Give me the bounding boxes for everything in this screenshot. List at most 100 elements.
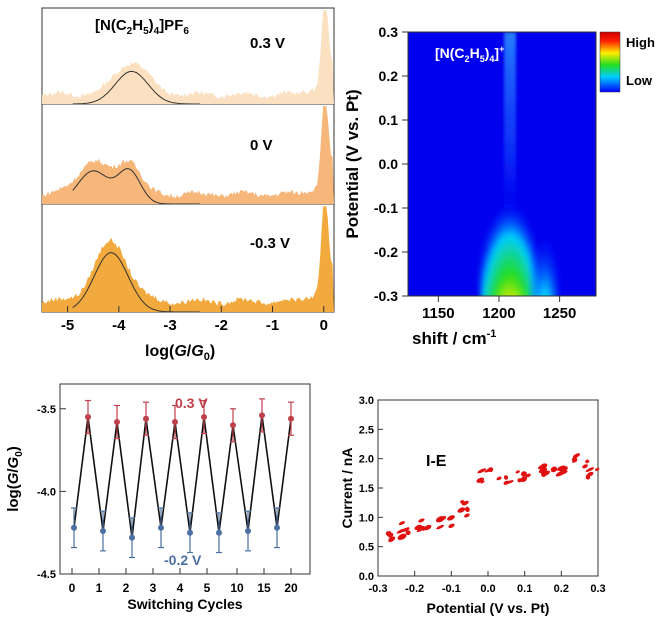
scatter-point	[503, 475, 509, 480]
scatter-point	[397, 533, 407, 540]
gaussian-fit-line	[72, 70, 200, 105]
x-axis-label: log(G/G0)	[145, 343, 215, 363]
switching-panel: -3.5 -4.0 -4.5 0 1 2 3 4 5 10 15 20 0.3 V -0.2 V lo…	[5, 383, 311, 612]
data-point	[274, 524, 280, 531]
x-tick-label: 2	[123, 581, 130, 595]
x-tick-label: 1150	[422, 305, 455, 322]
switching-frame	[59, 383, 311, 575]
histogram-frame	[41, 7, 335, 313]
y-tick-label: 1.0	[359, 512, 374, 524]
data-point	[288, 415, 294, 422]
scatter-point	[541, 470, 551, 477]
heatmap-x-axis-label: shift / cm-1	[412, 328, 496, 348]
x-tick-label: 0.2	[554, 583, 569, 595]
scatter-point	[520, 476, 528, 483]
y-tick-label: 1.5	[359, 483, 374, 495]
data-point	[245, 528, 251, 535]
switching-ticks: -3.5 -4.0 -4.5 0 1 2 3 4 5 10 15 20	[37, 404, 298, 595]
scatter-point	[465, 506, 470, 513]
x-axis-ticks: -5 -4 -3 -2 -1 0	[61, 306, 328, 334]
data-point	[158, 524, 164, 531]
histogram-areas	[42, 9, 334, 313]
y-tick-label: 2.5	[359, 424, 374, 436]
y-tick-label: 0.0	[379, 156, 399, 172]
panel-label-neg0.3V: -0.3 V	[250, 235, 290, 252]
data-point	[114, 419, 120, 425]
ie-frame	[377, 399, 599, 577]
data-point	[129, 534, 135, 541]
x-tick-label: 15	[257, 581, 271, 595]
scatter-point	[560, 470, 568, 475]
scatter-point	[585, 459, 590, 464]
colorbar	[599, 31, 621, 93]
scatter-point	[480, 480, 485, 484]
data-point	[100, 528, 106, 535]
scatter-point	[423, 524, 432, 531]
x-tick-label: 4	[177, 581, 184, 595]
gaussian-fit-line	[72, 252, 200, 313]
switching-line	[73, 415, 292, 538]
scatter-point	[464, 513, 470, 518]
scatter-point	[586, 472, 593, 477]
y-tick-label: 0.3	[379, 24, 399, 40]
data-point	[259, 412, 265, 419]
scatter-point	[405, 530, 411, 536]
x-tick-label: 1200	[482, 305, 515, 322]
ie-points	[385, 453, 600, 543]
data-point	[172, 419, 178, 425]
switching-points	[71, 398, 294, 559]
x-tick-label: 1250	[543, 305, 576, 322]
scatter-point	[505, 480, 512, 485]
annotation-0.3V: 0.3 V	[175, 395, 208, 411]
data-point	[85, 414, 91, 421]
scatter-point	[414, 524, 422, 531]
annotation-neg0.2V: -0.2 V	[164, 552, 202, 568]
x-tick-label: -3	[163, 317, 176, 334]
scatter-point	[496, 476, 502, 481]
ie-ticks: 0.0 0.5 1.0 1.5 2.0 2.5 3.0 -0.3 -0.2 -0.1 0.0 0.1 0…	[359, 395, 606, 595]
compound-label: [N(C2H5)4]PF6	[95, 17, 189, 37]
scatter-point	[515, 470, 520, 474]
scatter-point	[585, 467, 595, 472]
y-tick-label: -3.5	[37, 404, 56, 416]
scatter-point	[595, 467, 600, 471]
x-tick-label: 0	[69, 581, 76, 595]
y-tick-label: 0.5	[359, 542, 374, 554]
x-tick-label: -4	[112, 317, 126, 334]
data-point	[230, 422, 236, 429]
x-tick-label: 0.1	[517, 583, 532, 595]
x-tick-label: 0.0	[480, 583, 495, 595]
heatmap-x-ticks: 1150 1200 1250	[422, 296, 576, 322]
scatter-point	[418, 518, 425, 523]
scatter-point	[550, 466, 558, 473]
switching-y-axis-label: log(G/G0)	[5, 446, 25, 512]
x-tick-label: 10	[230, 581, 244, 595]
y-tick-label: 0.0	[359, 571, 374, 583]
histogram-area	[42, 106, 334, 204]
scatter-point	[435, 516, 445, 523]
ie-y-axis-label: Current / nA	[339, 448, 355, 529]
switching-trace	[73, 415, 292, 538]
heatmap-label: [N(C2H5)4]+	[435, 44, 504, 64]
scatter-point	[448, 523, 455, 529]
y-tick-label: -0.2	[374, 244, 398, 260]
data-point	[187, 529, 193, 536]
y-tick-label: 0.2	[379, 68, 399, 84]
data-point	[71, 524, 77, 531]
scatter-point	[457, 507, 466, 513]
y-tick-label: 0.1	[379, 112, 399, 128]
x-tick-label: 3	[150, 581, 157, 595]
x-tick-label: 1	[96, 581, 103, 595]
scatter-point	[447, 515, 455, 521]
scatter-point	[387, 532, 394, 538]
scatter-point	[540, 463, 548, 469]
scatter-point	[582, 464, 588, 469]
x-tick-label: 0	[320, 317, 328, 334]
y-tick-label: 3.0	[359, 395, 374, 407]
histogram-area	[42, 9, 334, 104]
histogram-panel: [N(C2H5)4]PF6 0.3 V 0 V -0.3 V -5 -4 -3 -2-…	[41, 7, 335, 363]
ie-panel: 0.0 0.5 1.0 1.5 2.0 2.5 3.0 -0.3 -0.2 -0.1 0.0 0.1 0…	[339, 395, 606, 616]
scatter-point	[484, 467, 493, 473]
scatter-point	[461, 500, 469, 506]
